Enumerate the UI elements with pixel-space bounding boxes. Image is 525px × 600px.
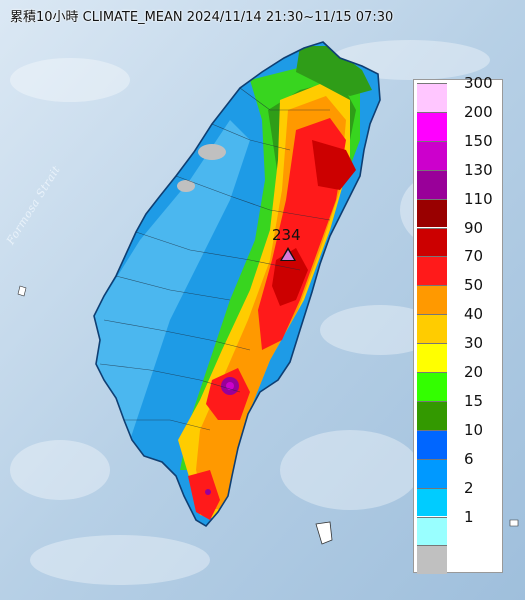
rain-zone-20 xyxy=(296,46,372,96)
legend-label: 40 xyxy=(464,305,484,324)
rain-zone-none xyxy=(177,180,195,192)
legend-label: 110 xyxy=(464,189,493,208)
triangle-marker-icon xyxy=(280,247,296,261)
rain-zone-2 xyxy=(94,120,250,440)
rain-zone-200 xyxy=(226,382,234,390)
legend-swatch xyxy=(417,140,447,170)
legend-label: 20 xyxy=(464,363,484,381)
legend-label: 6 xyxy=(464,449,474,468)
legend-label: 30 xyxy=(464,334,484,353)
legend-item: 6 xyxy=(414,450,502,488)
legend-swatch xyxy=(417,487,447,517)
legend: 300 200 150 130 110 90 70 50 40 30 20 15 10 6 2 1 xyxy=(413,74,503,575)
legend-item: 90 xyxy=(414,219,502,257)
cloud-texture xyxy=(10,40,500,585)
legend-item: 30 xyxy=(414,334,502,372)
legend-swatch xyxy=(417,285,447,315)
legend-label: 15 xyxy=(464,391,484,410)
legend-swatch xyxy=(417,458,447,488)
legend-label: 90 xyxy=(464,218,484,237)
legend-swatch xyxy=(417,198,447,228)
legend-swatch xyxy=(417,227,447,257)
legend-swatch xyxy=(417,429,447,459)
legend-item: 300 xyxy=(414,74,502,112)
legend-label: 200 xyxy=(464,102,493,121)
orchid-island xyxy=(509,519,519,527)
legend-item: 150 xyxy=(414,132,502,170)
legend-swatch xyxy=(417,372,447,401)
legend-swatch xyxy=(417,516,447,546)
legend-label: 300 xyxy=(464,74,493,92)
rain-zone-70 xyxy=(188,470,220,520)
legend-item: 200 xyxy=(414,103,502,141)
green-island xyxy=(315,521,333,545)
legend-item: 20 xyxy=(414,363,502,401)
county-boundaries xyxy=(99,87,331,431)
legend-label: 1 xyxy=(464,507,474,526)
legend-swatch xyxy=(417,314,447,344)
rain-zone-none xyxy=(198,144,226,160)
legend-item: 40 xyxy=(414,305,502,344)
legend-swatch xyxy=(417,169,447,199)
legend-item: 70 xyxy=(414,247,502,286)
legend-swatch xyxy=(417,545,447,575)
legend-item: 130 xyxy=(414,161,502,199)
legend-item: 10 xyxy=(414,421,502,459)
legend-item: 1 xyxy=(414,508,502,546)
legend-swatch xyxy=(417,83,447,112)
rain-zone-90 xyxy=(312,140,356,190)
legend-label: 130 xyxy=(464,160,493,179)
legend-label: 70 xyxy=(464,247,484,266)
legend-label: 150 xyxy=(464,131,493,150)
max-rainfall-value: 234 xyxy=(272,226,301,244)
rain-zone-150 xyxy=(205,489,211,495)
legend-item: 2 xyxy=(414,479,502,517)
legend-item xyxy=(414,545,502,575)
legend-swatch xyxy=(417,256,447,286)
legend-item: 110 xyxy=(414,190,502,228)
legend-label: 2 xyxy=(464,478,474,497)
legend-swatch xyxy=(417,111,447,141)
map-title: 累積10小時 CLIMATE_MEAN 2024/11/14 21:30~11/… xyxy=(10,10,394,25)
legend-label: 10 xyxy=(464,420,484,439)
penghu-island xyxy=(17,285,27,297)
legend-item: 15 xyxy=(414,392,502,430)
legend-item: 50 xyxy=(414,276,502,315)
legend-label: 50 xyxy=(464,276,484,295)
legend-swatch xyxy=(417,343,447,372)
legend-swatch xyxy=(417,400,447,430)
rain-zone-90 xyxy=(272,248,308,306)
